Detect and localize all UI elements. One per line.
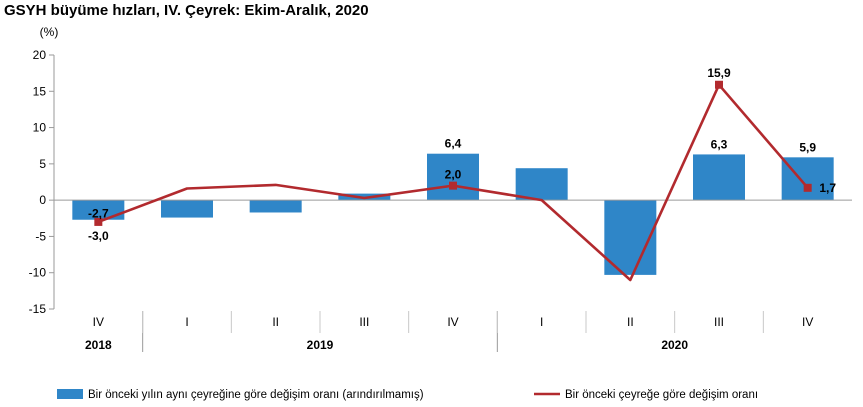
x-group-label: 2018 <box>85 338 112 352</box>
bar-value-label: -2,7 <box>88 207 109 221</box>
y-tick-label: -5 <box>35 229 46 243</box>
y-tick-label: 5 <box>39 157 46 171</box>
y-tick-label: -15 <box>29 302 47 316</box>
bar <box>161 200 213 218</box>
bar <box>515 168 568 201</box>
x-tick-label: IV <box>802 315 813 329</box>
line-value-label: 15,9 <box>707 66 731 80</box>
bar <box>781 157 834 201</box>
y-tick-label: 0 <box>39 193 46 207</box>
legend-swatch-bar <box>57 389 83 399</box>
line-series <box>94 80 812 282</box>
y-tick-label: 10 <box>33 121 47 135</box>
x-tick-label: IV <box>447 315 458 329</box>
x-tick-label: I <box>185 315 188 329</box>
legend-label-bar: Bir önceki yılın aynı çeyreğine göre değ… <box>88 389 424 401</box>
y-tick-label: 20 <box>33 48 47 62</box>
x-group-label: 2019 <box>307 338 334 352</box>
bar-series <box>72 153 834 275</box>
line-value-label: 1,7 <box>819 181 836 195</box>
x-tick-label: I <box>540 315 543 329</box>
bar <box>604 200 657 275</box>
line-point <box>449 181 457 190</box>
line-point <box>715 80 723 89</box>
bar-value-label: 5,9 <box>799 140 816 154</box>
line-point <box>803 183 812 192</box>
legend-label-line: Bir önceki çeyreğe göre değişim oranı <box>565 389 758 401</box>
data-labels: -2,7 6,4 6,3 5,9 -3,0 2,0 15,9 1,7 <box>88 66 836 243</box>
y-tick-label: 15 <box>33 84 47 98</box>
line-value-label: -3,0 <box>88 229 109 243</box>
y-tick-label: -10 <box>29 266 47 280</box>
y-axis-unit: (%) <box>40 25 59 39</box>
chart-title: GSYH büyüme hızları, IV. Çeyrek: Ekim-Ar… <box>4 2 369 19</box>
bar <box>693 154 745 201</box>
legend: Bir önceki yılın aynı çeyreğine göre değ… <box>57 389 758 401</box>
x-tick-label: II <box>627 315 634 329</box>
bar <box>249 200 302 213</box>
x-tick-label: IV <box>93 315 104 329</box>
bar <box>72 200 125 220</box>
x-tick-label: II <box>272 315 279 329</box>
y-axis: -15 -10 -5 0 5 10 15 20 (%) <box>29 25 59 316</box>
x-tick-label: III <box>714 315 724 329</box>
x-group-label: 2020 <box>661 338 688 352</box>
x-tick-label: III <box>359 315 369 329</box>
bar-value-label: 6,3 <box>711 137 728 151</box>
line-point <box>94 217 103 226</box>
line-value-label: 2,0 <box>445 168 462 182</box>
bar <box>427 153 479 201</box>
bar-value-label: 6,4 <box>445 137 462 151</box>
